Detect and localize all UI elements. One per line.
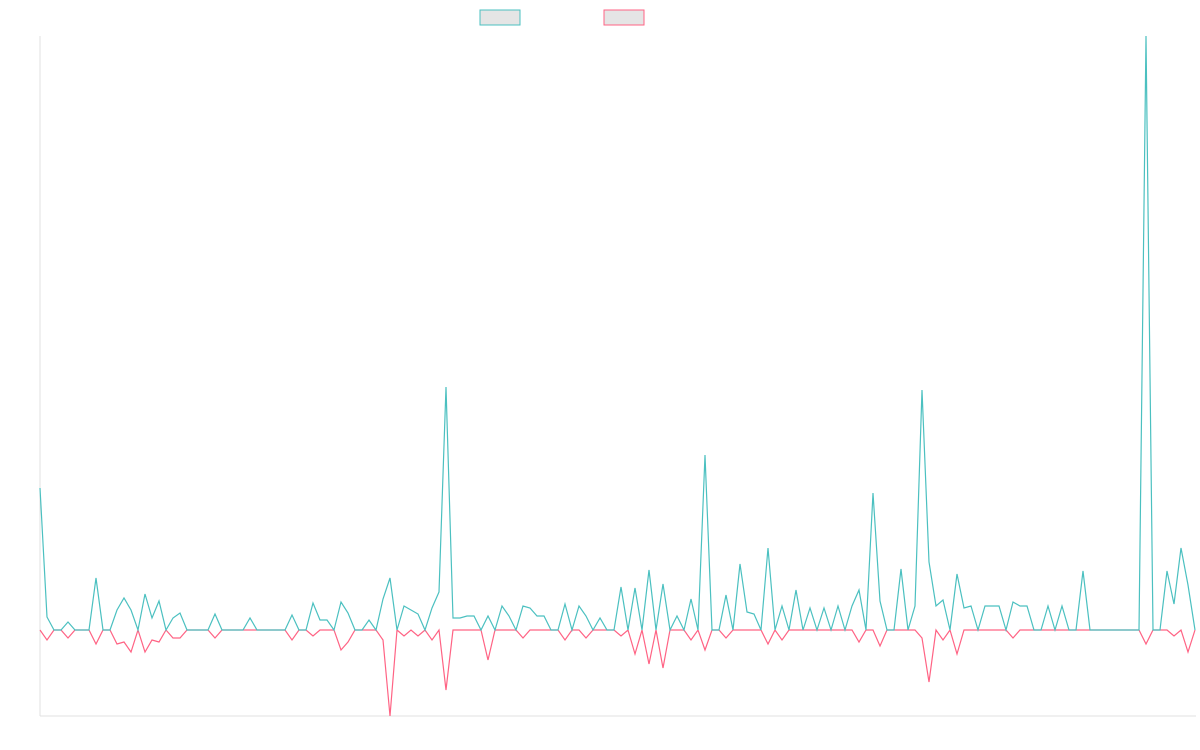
legend-swatch[interactable] xyxy=(479,9,521,26)
series-line xyxy=(39,35,1196,633)
series-line xyxy=(39,628,1196,717)
legend-swatch[interactable] xyxy=(603,9,645,26)
legend xyxy=(479,9,645,26)
